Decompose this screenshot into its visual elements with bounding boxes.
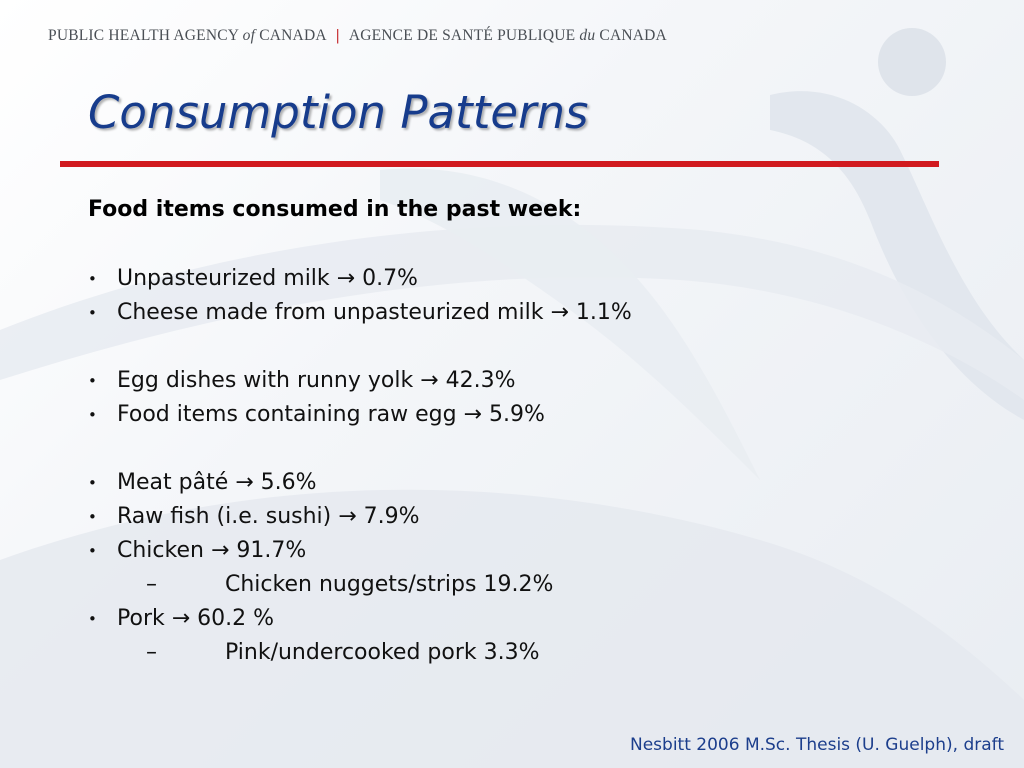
bullet-icon: •	[88, 542, 97, 560]
dash-icon: –	[146, 572, 157, 597]
dash-icon: –	[146, 640, 157, 665]
list-item-chicken: • Chicken → 91.7%	[88, 534, 968, 568]
bullet-icon: •	[88, 610, 97, 628]
bullet-icon: •	[88, 372, 97, 390]
bullet-icon: •	[88, 406, 97, 424]
bullet-icon: •	[88, 508, 97, 526]
bullet-icon: •	[88, 304, 97, 322]
list-heading: Food items consumed in the past week:	[88, 197, 582, 222]
bullet-icon: •	[88, 270, 97, 288]
list-item-runny-egg: • Egg dishes with runny yolk → 42.3%	[88, 364, 968, 398]
list-item-unpasteurized-cheese: • Cheese made from unpasteurized milk → …	[88, 296, 968, 330]
consumption-list: • Unpasteurized milk → 0.7% • Cheese mad…	[88, 262, 968, 670]
list-item-raw-egg: • Food items containing raw egg → 5.9%	[88, 398, 968, 432]
list-item-raw-fish: • Raw fish (i.e. sushi) → 7.9%	[88, 500, 968, 534]
watermark-figure-head	[878, 28, 946, 96]
list-spacer	[88, 330, 968, 364]
list-item-meat-pate: • Meat pâté → 5.6%	[88, 466, 968, 500]
slide-title: Consumption Patterns	[88, 86, 589, 139]
agency-header: PUBLIC HEALTH AGENCY of CANADA | AGENCE …	[48, 27, 667, 45]
source-citation: Nesbitt 2006 M.Sc. Thesis (U. Guelph), d…	[630, 735, 1004, 755]
list-item-pork: • Pork → 60.2 %	[88, 602, 968, 636]
agency-name-english: PUBLIC HEALTH AGENCY of CANADA	[48, 27, 326, 44]
agency-name-french: AGENCE DE SANTÉ PUBLIQUE du CANADA	[348, 27, 667, 44]
agency-header-separator: |	[335, 27, 340, 44]
sub-item-chicken-nuggets: – Chicken nuggets/strips 19.2%	[88, 568, 968, 602]
sub-item-pink-pork: – Pink/undercooked pork 3.3%	[88, 636, 968, 670]
bullet-icon: •	[88, 474, 97, 492]
list-spacer	[88, 432, 968, 466]
list-item-unpasteurized-milk: • Unpasteurized milk → 0.7%	[88, 262, 968, 296]
title-underline-rule	[60, 161, 939, 167]
